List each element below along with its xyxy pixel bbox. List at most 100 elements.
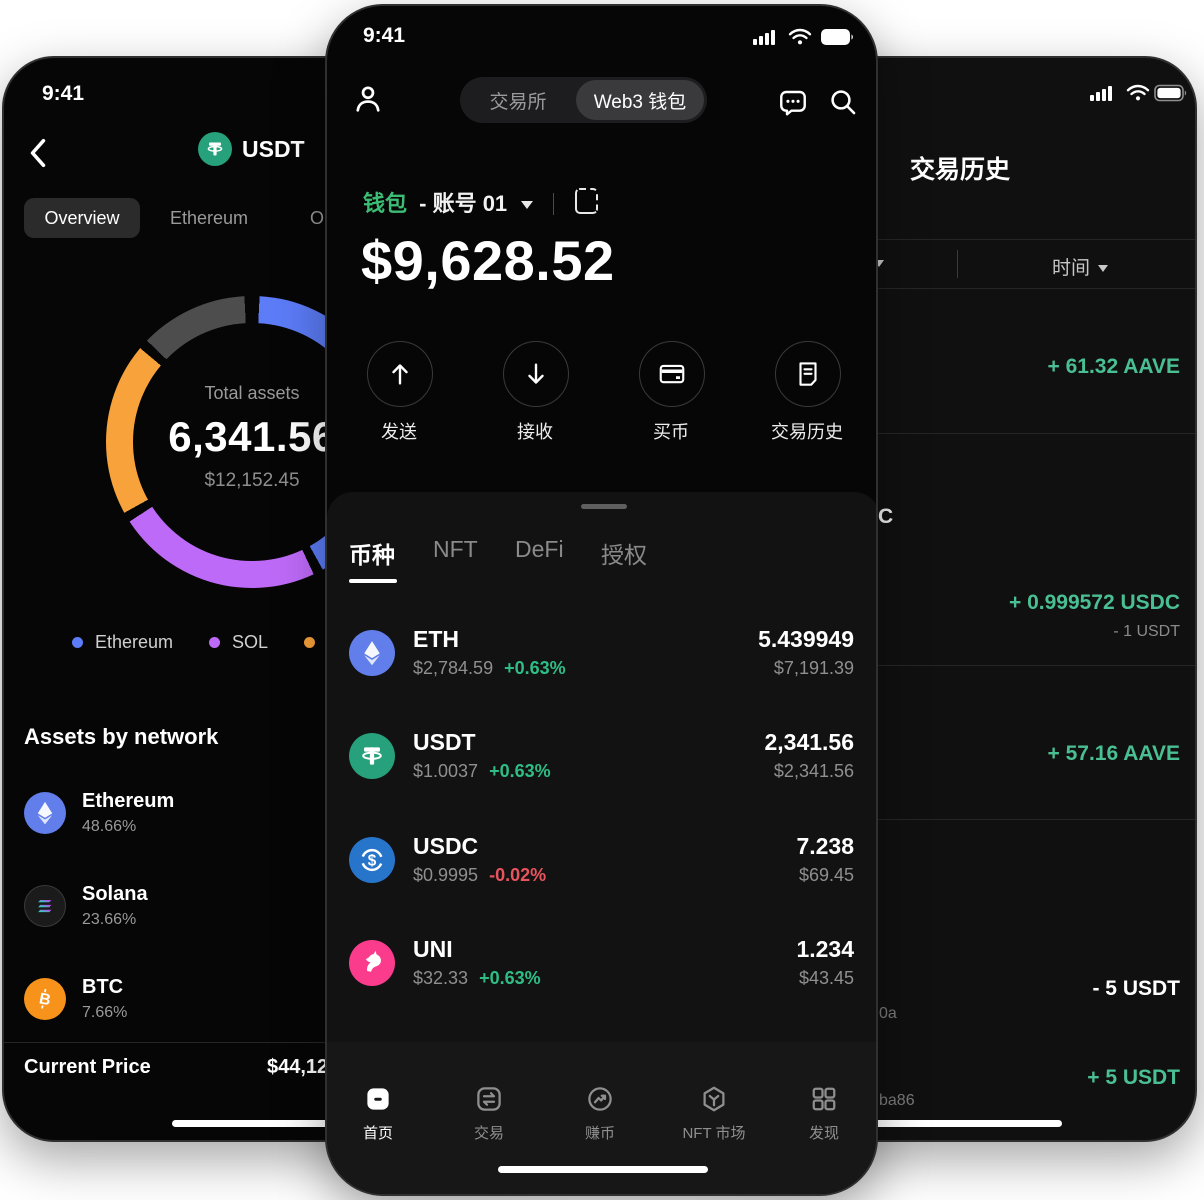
legend-label-sol: SOL [232, 632, 269, 652]
token-row-uni[interactable]: UNI $32.33 +0.63% 1.234 $43.45 [327, 914, 876, 1010]
buy-crypto-button[interactable] [639, 341, 705, 407]
donut-legend: Ethereum SOL BTC [72, 632, 363, 653]
chat-icon[interactable] [777, 86, 809, 118]
segment-exchange[interactable]: 交易所 [489, 91, 547, 113]
trade-icon [457, 1084, 521, 1114]
token-symbol: UNI [413, 936, 453, 962]
arrow-down-icon [528, 363, 544, 384]
send-label: 发送 [381, 422, 417, 442]
current-price-label: Current Price [24, 1056, 151, 1078]
nav-item-home[interactable]: 首页 [346, 1084, 410, 1143]
token-row-usdt[interactable]: USDT $1.0037 +0.63% 2,341.56 $2,341.56 [327, 707, 876, 803]
chevron-down-icon [521, 201, 534, 209]
tab-active-underline [349, 579, 397, 583]
token-symbol: USDT [413, 729, 476, 755]
divider [702, 239, 1195, 240]
status-time: 9:41 [42, 82, 85, 105]
network-percent: 23.66% [82, 911, 137, 928]
token-price: $0.9995 [413, 865, 479, 885]
filter-time[interactable]: 时间 [1052, 253, 1109, 280]
account-selector[interactable]: 钱包 - 账号 01 [363, 186, 598, 218]
token-change: +0.63% [479, 968, 541, 988]
divider [702, 288, 1195, 289]
nav-item-earn[interactable]: 赚币 [568, 1084, 632, 1143]
tab-overview[interactable]: Overview [24, 198, 140, 238]
token-change: +0.63% [504, 658, 566, 678]
tab-nft[interactable]: NFT [433, 536, 478, 562]
network-name: Solana [82, 883, 148, 905]
solana-icon [24, 885, 66, 927]
donut-center-sub: $12,152.45 [204, 470, 300, 491]
token-amount: 2,341.56 [764, 729, 854, 755]
nav-label: NFT 市场 [682, 1125, 746, 1142]
history-button[interactable] [775, 341, 841, 407]
battery-icon [819, 28, 855, 46]
token-symbol: ETH [413, 626, 459, 652]
account-label: - 账号 01 [419, 191, 508, 216]
segment-web3-wallet[interactable]: Web3 钱包 [576, 80, 704, 120]
chevron-down-icon [1098, 265, 1109, 272]
home-indicator[interactable] [498, 1166, 708, 1173]
page-title: USDT [242, 136, 305, 162]
document-icon [799, 362, 817, 386]
clipped-token-label: C [878, 505, 894, 528]
token-value: $2,341.56 [773, 761, 854, 781]
clipped-filter-caret[interactable] [874, 256, 884, 274]
nav-item-nft-market[interactable]: NFT 市场 [669, 1084, 759, 1143]
legend-dot-ethereum [72, 637, 83, 648]
tab-approvals[interactable]: 授权 [601, 542, 647, 568]
token-price-line: $32.33 +0.63% [413, 968, 541, 989]
search-icon[interactable] [827, 86, 859, 118]
switch-wallet-icon[interactable] [574, 188, 598, 214]
battery-icon [1154, 84, 1188, 102]
tab-coins[interactable]: 币种 [349, 542, 395, 568]
home-indicator[interactable] [172, 1120, 396, 1127]
tab-ethereum[interactable]: Ethereum [170, 208, 249, 228]
filter-time-label: 时间 [1052, 258, 1091, 279]
token-price: $32.33 [413, 968, 469, 988]
token-value: $43.45 [798, 968, 854, 988]
network-row-btc[interactable]: B BTC 7.66% [24, 976, 544, 1021]
home-icon [346, 1084, 410, 1114]
wifi-icon [788, 28, 812, 46]
transaction-amount: - 5 USDT [1092, 977, 1180, 1000]
network-row-solana[interactable]: Solana 23.66% [24, 883, 544, 928]
status-time: 9:41 [363, 24, 406, 47]
usdt-icon [349, 733, 395, 779]
page-title: 交易历史 [910, 156, 1011, 184]
token-amount: 1.234 [796, 936, 854, 962]
eth-icon [349, 630, 395, 676]
legend-dot-btc [304, 637, 316, 648]
send-button[interactable] [367, 341, 433, 407]
ethereum-icon [24, 792, 66, 834]
sheet-drag-handle[interactable] [581, 504, 627, 509]
nav-item-trade[interactable]: 交易 [457, 1084, 521, 1143]
receive-button[interactable] [503, 341, 569, 407]
nft-market-icon [669, 1084, 759, 1114]
token-row-usdc[interactable]: $ USDC $0.9995 -0.02% 7.238 $69.45 [327, 811, 876, 907]
back-icon[interactable] [28, 138, 48, 168]
nav-item-discover[interactable]: 发现 [792, 1084, 856, 1143]
network-percent: 7.66% [82, 1004, 128, 1021]
network-row-ethereum[interactable]: Ethereum 48.66% [24, 790, 544, 835]
tab-defi[interactable]: DeFi [515, 536, 564, 562]
network-percent: 48.66% [82, 818, 137, 835]
token-row-eth[interactable]: ETH $2,784.59 +0.63% 5.439949 $7,191.39 [327, 604, 876, 700]
separator [553, 193, 555, 215]
transaction-address-fragment: 0a [879, 1005, 897, 1022]
segmented-control: 交易所 Web3 钱包 [460, 77, 707, 123]
divider [4, 1042, 560, 1043]
nav-label: 交易 [473, 1125, 504, 1142]
legend-dot-sol [209, 637, 221, 648]
svg-text:$: $ [368, 853, 377, 870]
network-name: Ethereum [82, 790, 175, 812]
token-change: -0.02% [489, 865, 547, 885]
profile-icon[interactable] [351, 82, 385, 116]
token-price-line: $2,784.59 +0.63% [413, 658, 566, 679]
nav-label: 发现 [808, 1125, 839, 1142]
home-indicator[interactable] [838, 1120, 1062, 1127]
token-value: $69.45 [798, 865, 854, 885]
tab-clipped[interactable]: O [310, 208, 325, 228]
usdc-icon: $ [349, 837, 395, 883]
